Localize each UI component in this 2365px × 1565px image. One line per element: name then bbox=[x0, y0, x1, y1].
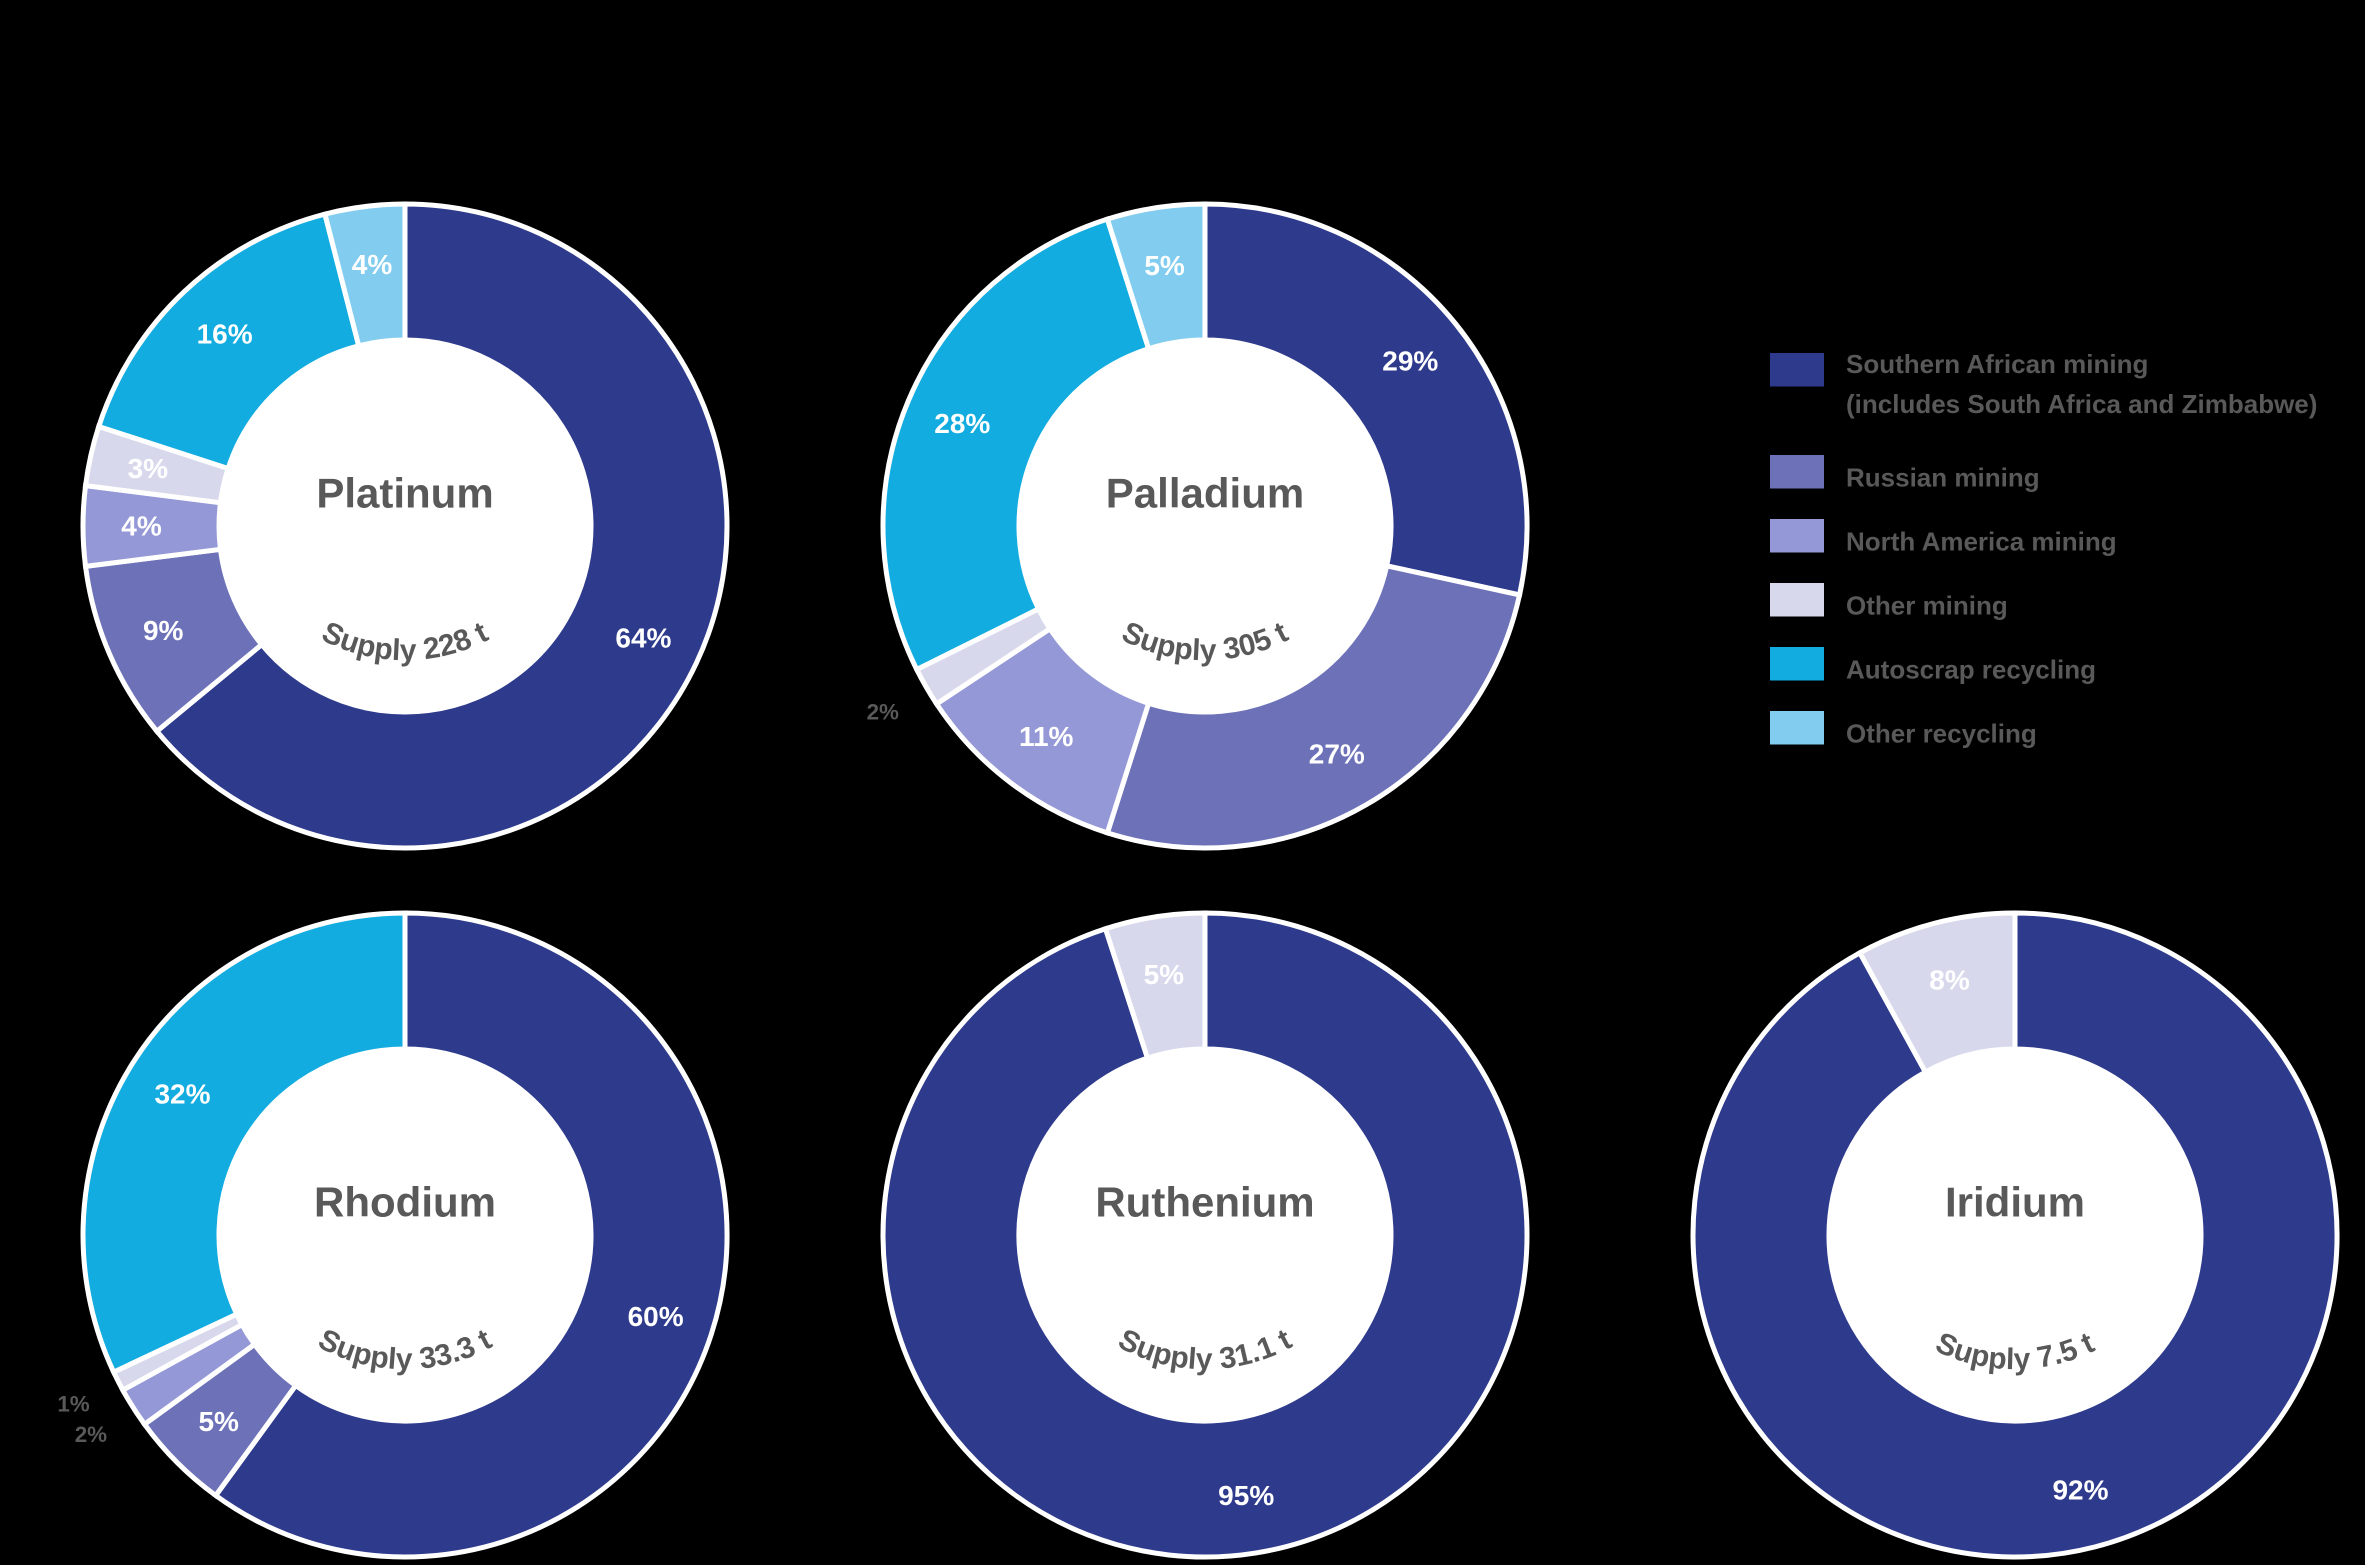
svg-text:16%: 16% bbox=[197, 318, 253, 349]
svg-text:60%: 60% bbox=[628, 1301, 684, 1332]
svg-text:5%: 5% bbox=[1144, 959, 1185, 990]
svg-text:32%: 32% bbox=[154, 1078, 210, 1109]
svg-text:Ruthenium: Ruthenium bbox=[1095, 1178, 1314, 1225]
svg-text:8%: 8% bbox=[1929, 964, 1970, 995]
svg-text:28%: 28% bbox=[934, 408, 990, 439]
svg-text:27%: 27% bbox=[1309, 739, 1365, 770]
svg-text:Rhodium: Rhodium bbox=[314, 1178, 496, 1225]
svg-text:4%: 4% bbox=[121, 511, 162, 542]
svg-text:4%: 4% bbox=[352, 249, 393, 280]
svg-text:Russian mining: Russian mining bbox=[1846, 463, 2040, 493]
svg-text:64%: 64% bbox=[615, 623, 671, 654]
svg-text:(includes South Africa and Zim: (includes South Africa and Zimbabwe) bbox=[1846, 389, 2317, 419]
svg-text:Palladium: Palladium bbox=[1106, 469, 1304, 516]
svg-text:29%: 29% bbox=[1382, 345, 1438, 376]
svg-text:Iridium: Iridium bbox=[1945, 1178, 2085, 1225]
svg-text:3%: 3% bbox=[128, 453, 169, 484]
svg-text:9%: 9% bbox=[143, 615, 184, 646]
svg-text:2%: 2% bbox=[75, 1422, 107, 1447]
svg-text:5%: 5% bbox=[1144, 250, 1185, 281]
svg-text:Other recycling: Other recycling bbox=[1846, 719, 2037, 749]
svg-text:Autoscrap recycling: Autoscrap recycling bbox=[1846, 655, 2096, 685]
svg-text:Other mining: Other mining bbox=[1846, 591, 2008, 621]
svg-text:95%: 95% bbox=[1218, 1480, 1274, 1511]
svg-text:Southern African mining: Southern African mining bbox=[1846, 349, 2148, 379]
svg-text:92%: 92% bbox=[2052, 1475, 2108, 1506]
svg-text:5%: 5% bbox=[198, 1406, 239, 1437]
svg-text:2%: 2% bbox=[867, 700, 899, 725]
svg-text:Platinum: Platinum bbox=[316, 469, 493, 516]
svg-text:North America mining: North America mining bbox=[1846, 527, 2117, 557]
svg-text:1%: 1% bbox=[57, 1391, 89, 1416]
svg-text:11%: 11% bbox=[1019, 721, 1074, 752]
